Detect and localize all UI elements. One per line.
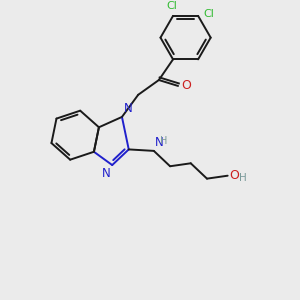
Text: N: N: [155, 136, 164, 149]
Text: O: O: [181, 80, 191, 92]
Text: Cl: Cl: [203, 9, 214, 20]
Text: Cl: Cl: [166, 2, 177, 11]
Text: N: N: [123, 103, 132, 116]
Text: H: H: [239, 173, 247, 183]
Text: N: N: [102, 167, 111, 180]
Text: H: H: [160, 136, 168, 146]
Text: O: O: [230, 169, 239, 182]
